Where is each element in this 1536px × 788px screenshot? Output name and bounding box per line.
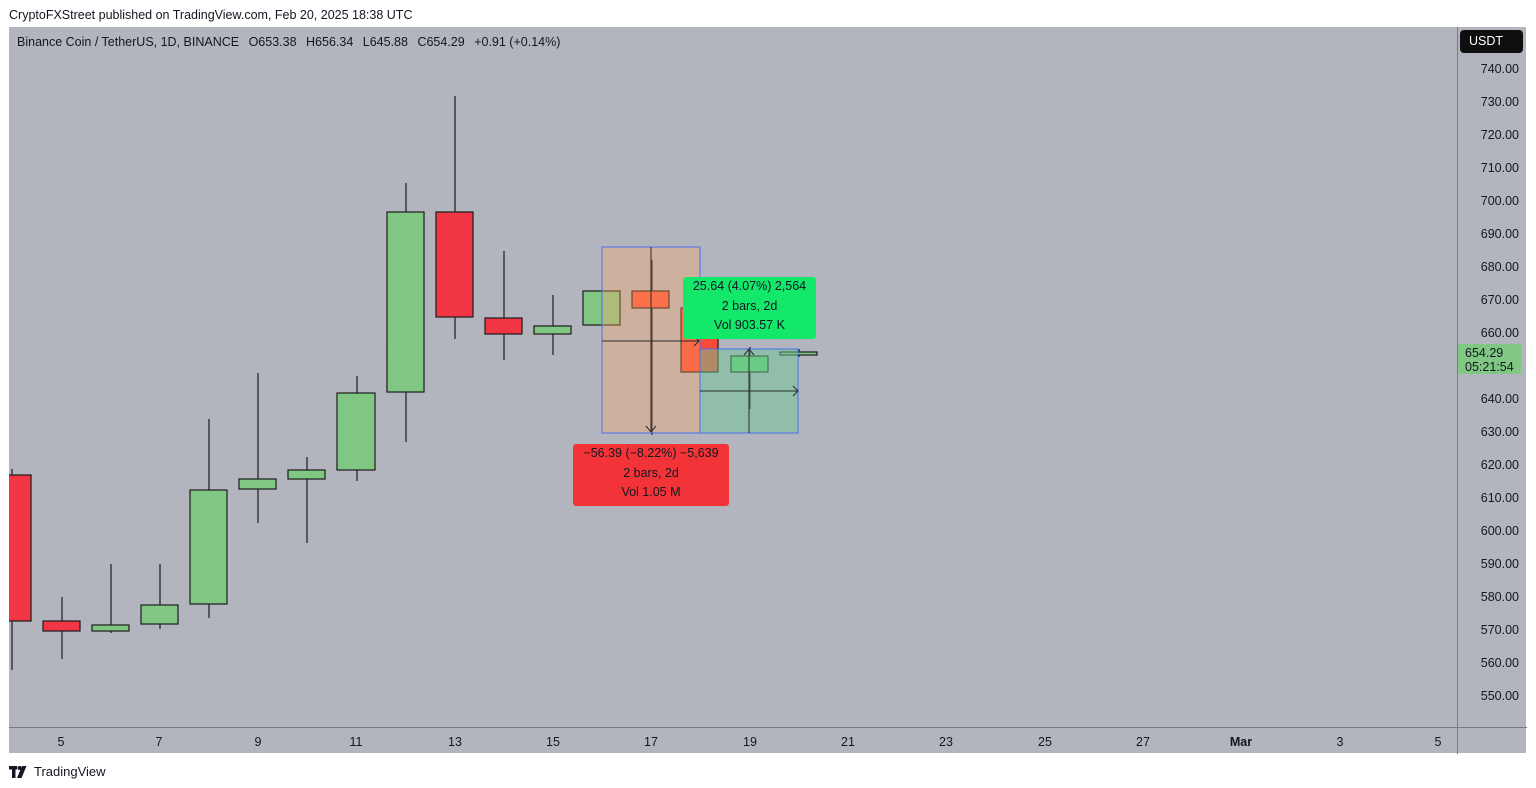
time-tick: 13 <box>448 735 462 749</box>
price-tick: 560.00 <box>1480 656 1519 670</box>
bar-countdown: 05:21:54 <box>1465 360 1514 374</box>
time-tick: 15 <box>546 735 560 749</box>
time-tick: 9 <box>254 735 262 749</box>
measure-down-line1: −56.39 (−8.22%) −5,639 <box>583 446 719 460</box>
brand-name: TradingView <box>34 764 106 779</box>
price-tick: 660.00 <box>1480 326 1519 340</box>
time-tick: 11 <box>349 735 363 749</box>
legend-low: L645.88 <box>362 35 408 49</box>
publisher-line: CryptoFXStreet published on TradingView.… <box>9 8 413 22</box>
price-tick: 700.00 <box>1480 194 1519 208</box>
time-tick-month: Mar <box>1229 735 1253 749</box>
price-tick: 580.00 <box>1480 590 1519 604</box>
measure-down-line2: 2 bars, 2d <box>623 465 679 480</box>
candles-svg <box>9 96 1457 670</box>
legend-close: C654.29 <box>417 35 465 49</box>
measure-up-line1: 25.64 (4.07%) 2,564 <box>692 279 807 293</box>
time-tick: 17 <box>644 735 658 749</box>
tradingview-brand: TradingView <box>9 764 106 779</box>
chart-area[interactable]: Binance Coin / TetherUS, 1D, BINANCE O65… <box>9 27 1527 754</box>
price-tick: 570.00 <box>1480 623 1519 637</box>
legend-change: +0.91 (+0.14%) <box>474 35 561 49</box>
price-tick: 740.00 <box>1480 62 1519 76</box>
legend-symbol: Binance Coin / TetherUS, 1D, BINANCE <box>17 35 240 49</box>
time-tick: 21 <box>841 735 855 749</box>
measure-down-line3: Vol 1.05 M <box>621 485 681 499</box>
price-tick: 610.00 <box>1480 491 1519 505</box>
time-tick: 19 <box>743 735 757 749</box>
measure-up-line3: Vol 903.57 K <box>714 318 785 332</box>
last-price-label: 654.29 05:21:54 <box>1458 344 1521 374</box>
measure-up-line2: 2 bars, 2d <box>721 298 778 313</box>
price-tick: 600.00 <box>1480 524 1519 538</box>
measure-down-label[interactable]: −56.39 (−8.22%) −5,639 2 bars, 2d Vol 1.… <box>573 444 729 506</box>
currency-button[interactable]: USDT <box>1460 30 1523 53</box>
time-tick: 5 <box>1434 735 1442 749</box>
time-axis[interactable]: 5 7 9 11 13 15 17 19 21 23 25 27 Mar 3 5 <box>9 727 1457 754</box>
tradingview-logo-icon <box>9 765 27 778</box>
symbol-legend: Binance Coin / TetherUS, 1D, BINANCE O65… <box>17 35 566 49</box>
price-tick: 590.00 <box>1480 557 1519 571</box>
last-price-value: 654.29 <box>1465 346 1504 360</box>
time-tick: 3 <box>1336 735 1344 749</box>
price-tick: 640.00 <box>1480 392 1519 406</box>
time-tick: 25 <box>1038 735 1052 749</box>
price-tick: 670.00 <box>1480 293 1519 307</box>
legend-open: O653.38 <box>248 35 297 49</box>
time-tick: 23 <box>939 735 953 749</box>
price-tick: 550.00 <box>1480 689 1519 703</box>
plot-pane[interactable]: Binance Coin / TetherUS, 1D, BINANCE O65… <box>9 27 1457 727</box>
price-tick: 710.00 <box>1480 161 1519 175</box>
price-tick: 730.00 <box>1480 95 1519 109</box>
price-tick: 620.00 <box>1480 458 1519 472</box>
price-axis[interactable]: 740.00 730.00 720.00 710.00 700.00 690.0… <box>1457 27 1527 727</box>
price-tick: 720.00 <box>1480 128 1519 142</box>
axis-corner <box>1457 727 1527 754</box>
time-tick: 7 <box>155 735 163 749</box>
price-tick: 690.00 <box>1480 227 1519 241</box>
legend-high: H656.34 <box>306 35 354 49</box>
price-tick: 630.00 <box>1480 425 1519 439</box>
measure-up-label[interactable]: 25.64 (4.07%) 2,564 2 bars, 2d Vol 903.5… <box>683 277 816 339</box>
price-tick: 680.00 <box>1480 260 1519 274</box>
time-tick: 27 <box>1136 735 1150 749</box>
time-tick: 5 <box>57 735 65 749</box>
